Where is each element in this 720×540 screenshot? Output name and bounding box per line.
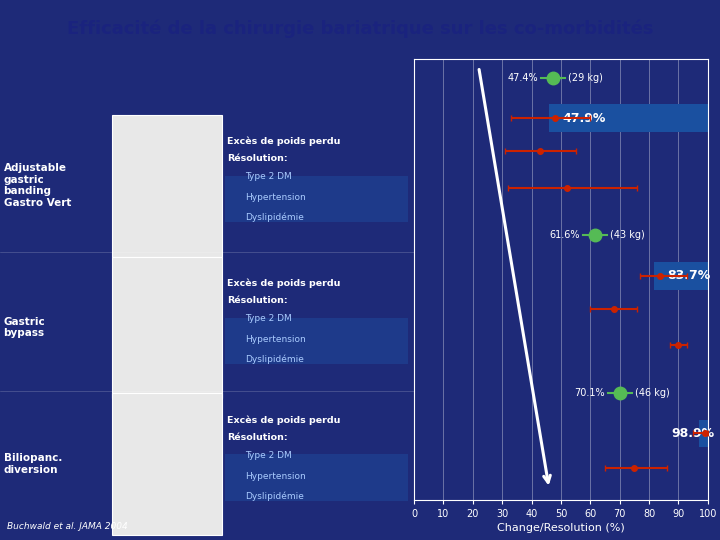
Text: Résolution:: Résolution: [227, 296, 287, 305]
Text: (29 kg): (29 kg) [568, 73, 603, 83]
Text: Hypertension: Hypertension [245, 472, 305, 481]
Text: Hypertension: Hypertension [245, 193, 305, 202]
Text: Excès de poids perdu: Excès de poids perdu [227, 137, 340, 146]
Text: (46 kg): (46 kg) [634, 388, 670, 398]
X-axis label: Change/Resolution (%): Change/Resolution (%) [497, 523, 625, 532]
Bar [698, 420, 711, 447]
Bar [112, 256, 222, 399]
Text: 70.1%: 70.1% [575, 388, 606, 398]
Bar [112, 393, 222, 535]
Bar [654, 262, 711, 289]
Text: Excès de poids perdu: Excès de poids perdu [227, 279, 340, 288]
Text: Biliopanc.
diversion: Biliopanc. diversion [4, 454, 62, 475]
Text: Excès de poids perdu: Excès de poids perdu [227, 415, 340, 425]
Text: Hypertension: Hypertension [245, 335, 305, 344]
Text: Type 2 DM: Type 2 DM [245, 314, 292, 323]
Text: Efficacité de la chirurgie bariatrique sur les co-morbidités: Efficacité de la chirurgie bariatrique s… [67, 20, 653, 38]
Text: Type 2 DM: Type 2 DM [245, 451, 292, 460]
Text: Adjustable
gastric
banding
Gastro Vert: Adjustable gastric banding Gastro Vert [4, 163, 71, 208]
Text: 98.9%: 98.9% [672, 427, 715, 440]
Text: 47.9%: 47.9% [562, 112, 606, 125]
Text: 83.7%: 83.7% [667, 269, 711, 282]
Text: 47.4%: 47.4% [508, 73, 539, 83]
Text: Dyslipidémie: Dyslipidémie [245, 491, 304, 501]
Text: Dyslipidémie: Dyslipidémie [245, 354, 304, 364]
Bar [225, 455, 408, 501]
Text: Buchwald et al. JAMA 2004: Buchwald et al. JAMA 2004 [7, 522, 128, 531]
Bar [225, 318, 408, 364]
Bar [112, 115, 222, 256]
Text: Résolution:: Résolution: [227, 154, 287, 163]
Text: Gastric
bypass: Gastric bypass [4, 316, 45, 338]
Text: (43 kg): (43 kg) [610, 231, 644, 240]
Bar [549, 104, 711, 132]
Text: 61.6%: 61.6% [550, 231, 580, 240]
Bar [225, 176, 408, 222]
Text: Résolution:: Résolution: [227, 433, 287, 442]
Text: Type 2 DM: Type 2 DM [245, 172, 292, 181]
Text: Dyslipidémie: Dyslipidémie [245, 213, 304, 222]
